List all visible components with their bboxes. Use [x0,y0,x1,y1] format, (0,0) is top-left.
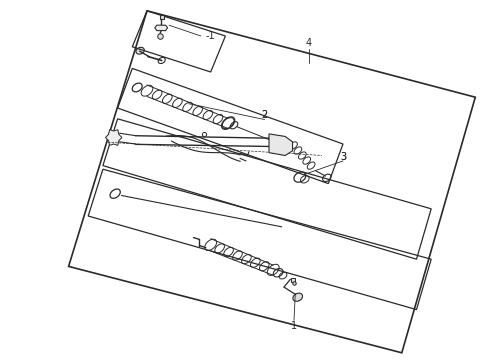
Polygon shape [155,25,168,31]
Ellipse shape [136,47,145,54]
Text: -1: -1 [206,31,216,41]
Text: 2: 2 [262,110,268,120]
Text: 3: 3 [340,152,346,162]
Text: 2: 2 [262,110,268,120]
Text: 3: 3 [340,152,346,162]
Ellipse shape [293,293,302,301]
Text: 1: 1 [291,321,297,331]
Text: 4: 4 [306,38,312,48]
Polygon shape [269,134,293,156]
Polygon shape [105,130,122,145]
